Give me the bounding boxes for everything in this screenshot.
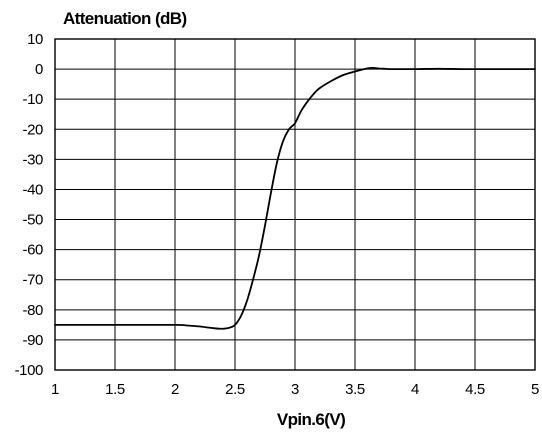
y-tick-label: 0: [35, 61, 43, 78]
x-tick-label: 2: [171, 381, 179, 398]
x-tick-label: 2.5: [225, 381, 245, 398]
y-tick-label: -70: [23, 272, 44, 289]
y-tick-label: -80: [23, 302, 44, 319]
x-tick-label: 3.5: [345, 381, 365, 398]
x-tick-label: 3: [291, 381, 299, 398]
x-tick-label: 4.5: [465, 381, 485, 398]
y-tick-label: -30: [23, 151, 44, 168]
x-tick-label: 1.5: [105, 381, 125, 398]
y-tick-label: -10: [23, 91, 44, 108]
x-tick-label: 1: [51, 381, 59, 398]
y-tick-label: -20: [23, 121, 44, 138]
y-tick-label: -50: [23, 212, 44, 229]
series-line: [54, 66, 536, 330]
y-tick-label: -40: [23, 181, 44, 198]
x-tick-label: 4: [411, 381, 419, 398]
x-tick-label: 5: [531, 381, 539, 398]
y-tick-label: -60: [23, 242, 44, 259]
chart-title: Attenuation (dB): [63, 9, 187, 28]
grid-lines: [55, 39, 535, 370]
x-tick-labels: 1 1.5 2 2.5 3 3.5 4 4.5 5: [51, 381, 539, 398]
plot-frame: [54, 38, 536, 371]
y-tick-label: -90: [23, 332, 44, 349]
x-axis-label: Vpin.6(V): [277, 410, 345, 429]
y-tick-labels: 10 0 -10 -20 -30 -40 -50 -60 -70 -80 -90 -100: [15, 31, 44, 379]
y-tick-label: -100: [15, 362, 43, 379]
y-tick-label: 10: [27, 31, 43, 48]
